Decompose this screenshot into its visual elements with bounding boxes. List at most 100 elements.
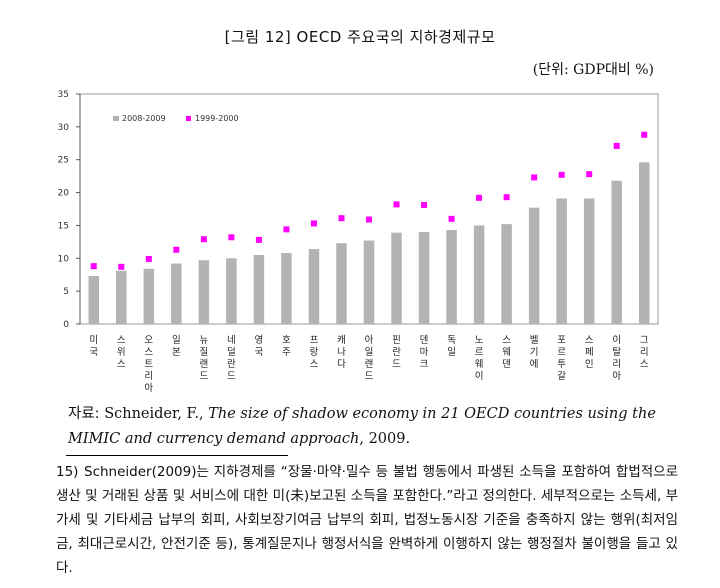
bar-2008-2009 [446,230,457,324]
bar-2008-2009 [336,243,347,324]
legend-swatch-1999-2000 [186,116,191,121]
x-category-label: 리 [612,359,621,370]
marker-1999-2000 [448,215,455,222]
bar-2008-2009 [583,198,595,324]
legend-swatch-2008-2009 [113,116,119,121]
marker-1999-2000 [118,263,125,270]
bar-2008-2009 [638,162,650,324]
shadow-economy-chart: 05101520253035미국스위스오스트리아일본뉴질랜드네덜란드영국호주프랑… [58,90,659,394]
x-category-label: 덴 [420,335,429,346]
x-category-label: 위 [117,346,126,358]
x-category-label: 르 [475,347,484,358]
x-category-label: 페 [585,347,594,358]
x-category-label: 크 [420,359,429,370]
footnote: 15) Schneider(2009)는 지하경제를 “장물·마약·밀수 등 불법… [56,460,678,580]
bar-2008-2009 [363,240,375,324]
x-category-label: 주 [282,347,291,358]
x-category-label: 웨 [502,346,511,358]
bar-2008-2009 [143,268,155,324]
marker-1999-2000 [393,201,400,208]
x-category-label: 덴 [502,359,511,370]
x-category-label: 기 [530,347,539,358]
x-category-label: 탈 [612,346,621,358]
x-category-label: 포 [557,335,566,346]
source-title: The size of shadow economy in 21 OECD co… [68,406,656,447]
marker-1999-2000 [558,171,565,178]
footnote-text: Schneider(2009)는 지하경제를 “장물·마약·밀수 등 불법 행동… [56,464,678,576]
bar-2008-2009 [308,249,320,324]
x-category-label: 리 [640,347,649,358]
y-tick-label: 35 [58,90,69,100]
x-category-label: 랜 [365,359,374,370]
x-category-label: 아 [365,335,374,346]
marker-1999-2000 [503,194,510,201]
x-category-label: 프 [310,335,319,346]
x-category-label: 스 [117,335,126,346]
x-category-label: 인 [585,359,594,370]
marker-1999-2000 [310,220,317,227]
x-category-label: 독 [447,335,456,346]
marker-1999-2000 [531,174,538,181]
source-citation: 자료: Schneider, F., The size of shadow ec… [68,402,678,452]
x-category-label: 본 [172,347,181,358]
bar-2008-2009 [611,180,622,324]
x-category-label: 일 [172,335,181,346]
y-tick-label: 25 [58,156,69,166]
x-category-label: 란 [392,346,401,358]
bar-2008-2009 [501,224,512,324]
marker-1999-2000 [283,226,290,233]
x-category-label: 나 [337,347,346,358]
marker-1999-2000 [200,236,207,243]
bar-2008-2009 [281,253,292,324]
x-category-label: 일 [447,347,456,358]
x-category-label: 오 [144,335,153,346]
y-tick-label: 10 [58,254,70,264]
x-category-label: 그 [640,335,649,346]
x-category-label: 이 [475,371,484,382]
figure-unit: (단위: GDP대비 %) [532,62,654,78]
x-category-label: 랑 [310,346,319,358]
x-category-label: 스 [585,335,594,346]
x-category-label: 네 [227,335,236,346]
x-category-label: 웨 [475,358,484,370]
marker-1999-2000 [173,246,180,253]
x-category-label: 스 [502,335,511,346]
x-category-label: 투 [557,359,566,370]
marker-1999-2000 [90,263,97,270]
marker-1999-2000 [145,255,152,262]
bar-2008-2009 [116,270,127,324]
source-author: Schneider, F., [104,406,209,422]
marker-1999-2000 [366,216,372,223]
y-tick-label: 0 [63,320,69,330]
bar-2008-2009 [391,232,402,324]
x-category-label: 질 [199,346,208,358]
x-category-label: 드 [199,371,208,382]
footnote-number: 15) [56,464,79,480]
bar-2008-2009 [171,263,182,324]
x-category-label: 캐 [337,335,346,346]
marker-1999-2000 [228,234,235,241]
x-category-label: 갈 [557,370,566,382]
x-category-label: 에 [530,359,539,370]
x-category-label: 벨 [530,335,539,346]
x-category-label: 미 [89,335,98,346]
bar-2008-2009 [528,207,540,324]
x-category-label: 노 [475,335,484,346]
x-category-label: 핀 [392,335,401,346]
legend-label-2008-2009: 2008-2009 [122,114,166,123]
marker-1999-2000 [421,202,428,209]
y-tick-label: 30 [58,123,70,133]
y-tick-label: 5 [63,287,69,297]
x-category-label: 이 [612,335,621,346]
x-category-label: 란 [227,358,236,370]
bar-2008-2009 [473,225,485,324]
x-category-label: 스 [117,359,126,370]
y-tick-label: 20 [58,189,70,199]
bar-2008-2009 [418,232,430,324]
x-category-label: 뉴 [199,335,208,346]
marker-1999-2000 [338,215,345,222]
x-category-label: 리 [144,371,153,382]
bar-2008-2009 [88,276,100,324]
x-category-label: 호 [282,335,291,346]
x-category-label: 덜 [227,346,236,358]
